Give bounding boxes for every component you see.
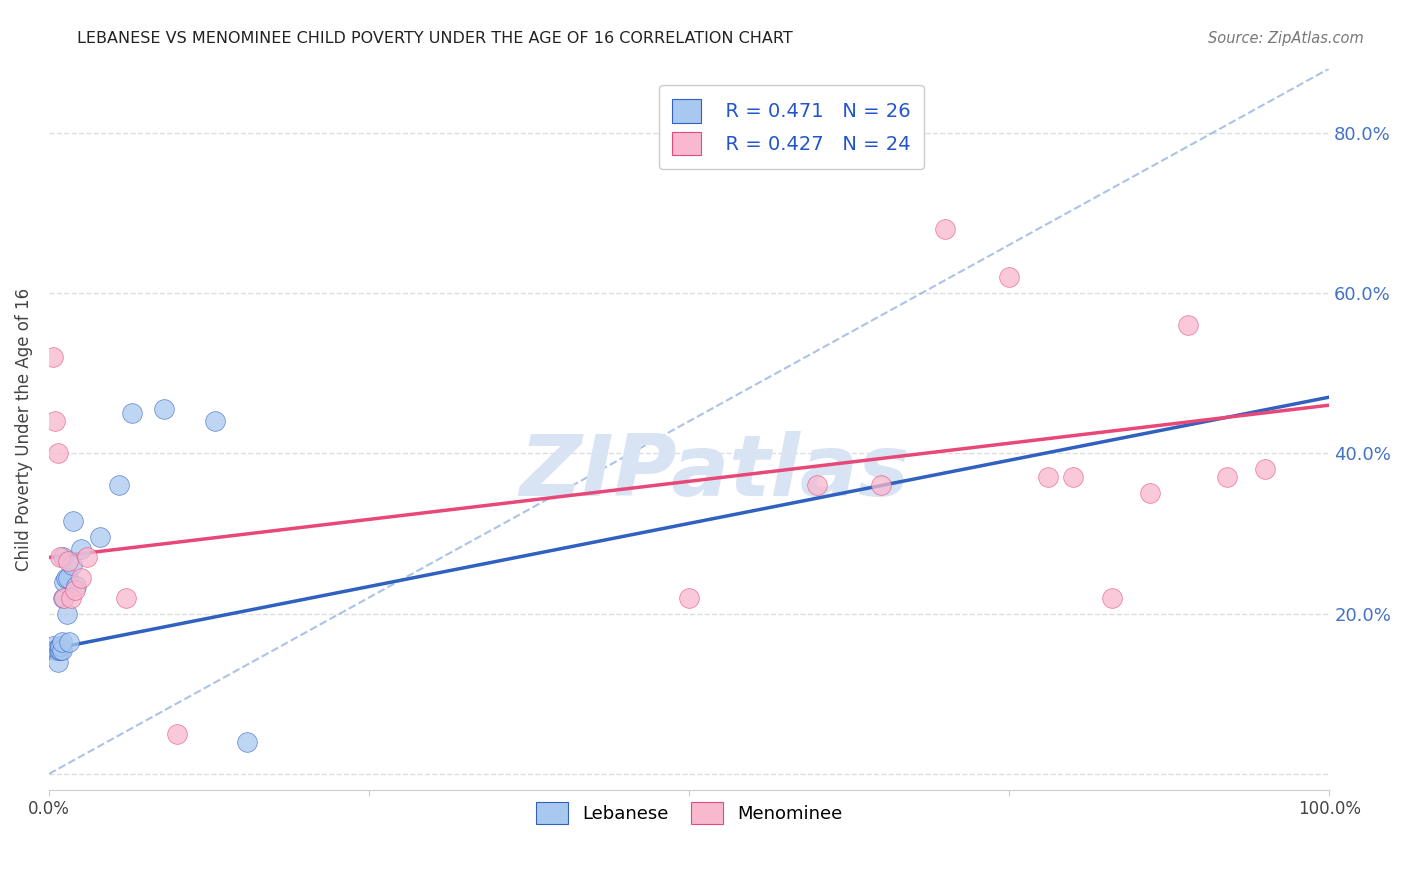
Point [56, 570, 79, 584]
Point [60, 558, 83, 573]
Point [55, 570, 77, 584]
Point [45, 642, 67, 657]
Point [89, 530, 111, 544]
Point [42, 639, 65, 653]
Point [52, 591, 75, 605]
Point [65, 578, 87, 592]
Point [70, 542, 93, 557]
Text: ZIPatlas: ZIPatlas [520, 431, 910, 514]
Point [76, 550, 98, 565]
Point [204, 414, 226, 428]
Point [46, 655, 69, 669]
Point [56, 607, 79, 621]
Point [1036, 470, 1059, 484]
Point [1139, 486, 1161, 500]
Point [58, 634, 80, 648]
Point [70, 570, 93, 584]
Point [53, 591, 76, 605]
Point [108, 478, 131, 492]
Point [53, 574, 76, 589]
Point [44, 414, 66, 428]
Point [49, 639, 72, 653]
Point [42, 350, 65, 364]
Point [1216, 470, 1239, 484]
Point [62, 515, 84, 529]
Point [934, 222, 956, 236]
Point [678, 591, 700, 605]
Point [121, 406, 143, 420]
Legend: Lebanese, Menominee: Lebanese, Menominee [524, 791, 853, 835]
Point [51, 642, 73, 657]
Point [236, 735, 259, 749]
Point [46, 446, 69, 460]
Point [153, 402, 176, 417]
Point [49, 550, 72, 565]
Point [1062, 470, 1084, 484]
Point [59, 591, 82, 605]
Point [56, 554, 79, 568]
Point [1101, 591, 1123, 605]
Point [114, 591, 136, 605]
Text: LEBANESE VS MENOMINEE CHILD POVERTY UNDER THE AGE OF 16 CORRELATION CHART: LEBANESE VS MENOMINEE CHILD POVERTY UNDE… [77, 31, 793, 46]
Point [44, 642, 66, 657]
Point [166, 727, 188, 741]
Point [870, 478, 893, 492]
Point [1254, 462, 1277, 476]
Y-axis label: Child Poverty Under the Age of 16: Child Poverty Under the Age of 16 [15, 287, 32, 571]
Point [52, 550, 75, 565]
Point [998, 269, 1021, 284]
Point [51, 634, 73, 648]
Point [1177, 318, 1199, 332]
Point [806, 478, 828, 492]
Point [48, 642, 70, 657]
Text: Source: ZipAtlas.com: Source: ZipAtlas.com [1208, 31, 1364, 46]
Point [63, 582, 86, 597]
Point [49, 642, 72, 657]
